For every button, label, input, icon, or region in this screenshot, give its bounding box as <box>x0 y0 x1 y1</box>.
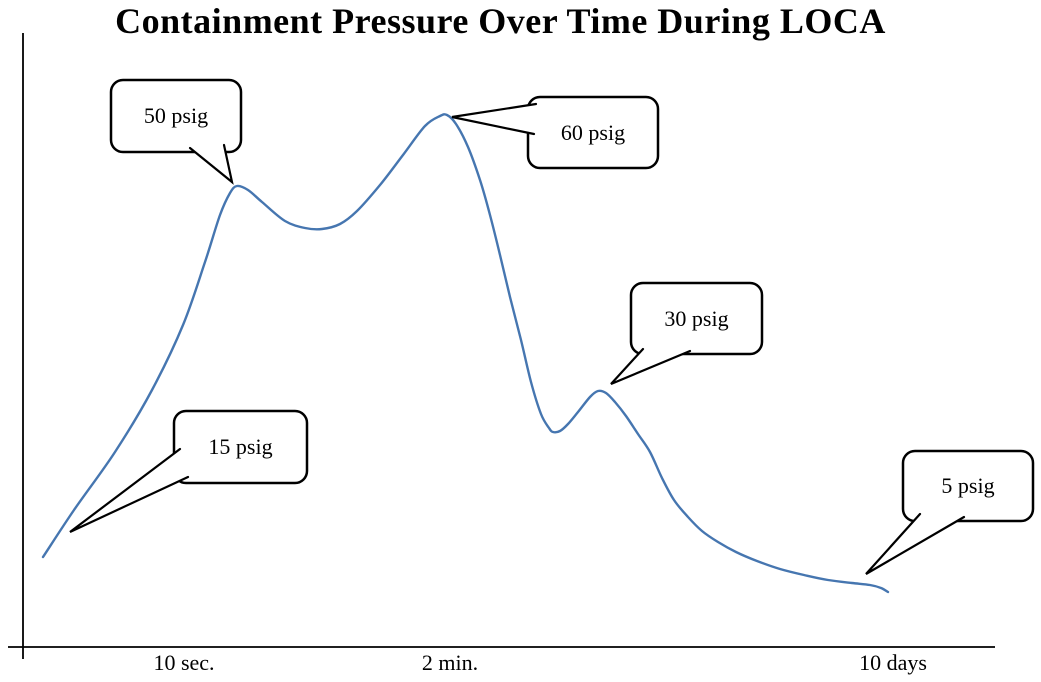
pressure-curve <box>41 113 890 594</box>
callout-tail-15-psig <box>69 447 190 533</box>
callout-box-15-psig <box>172 409 309 485</box>
chart-title: Containment Pressure Over Time During LO… <box>115 1 886 41</box>
callout-tail-5-psig <box>865 512 966 575</box>
callout-box-30-psig <box>629 281 764 356</box>
x-tick-10-sec: 10 sec. <box>153 650 215 675</box>
callout-tail-fill-60-psig <box>452 104 536 134</box>
callout-box-5-psig <box>901 449 1035 523</box>
callout-tail-60-psig <box>451 102 538 136</box>
callout-tail-30-psig <box>610 347 692 386</box>
callout-tail-50-psig <box>188 143 234 185</box>
x-tick-2-min: 2 min. <box>421 650 479 675</box>
callout-box-60-psig <box>526 95 660 170</box>
callout-box-50-psig <box>109 78 243 154</box>
callout-tail-fill-15-psig <box>70 449 188 532</box>
x-tick-10-days: 10 days <box>859 650 927 675</box>
